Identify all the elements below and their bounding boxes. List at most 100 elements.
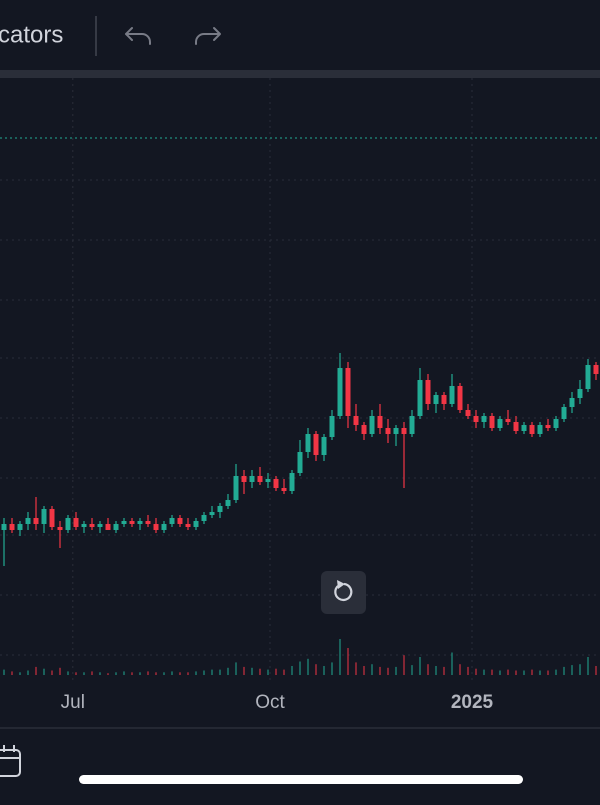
candle-body xyxy=(129,521,135,524)
calendar-button[interactable] xyxy=(0,745,21,777)
candle-body xyxy=(265,479,271,482)
volume-bar xyxy=(355,662,357,675)
candle-body xyxy=(121,521,127,524)
candle-body xyxy=(153,524,159,530)
candle-body xyxy=(97,524,103,527)
candle-body xyxy=(529,425,535,434)
candle-body xyxy=(313,434,319,455)
volume-bar xyxy=(483,669,485,675)
undo-button[interactable] xyxy=(125,27,151,45)
candle-body xyxy=(433,395,439,404)
x-tick-label: Jul xyxy=(61,692,85,713)
candle-body xyxy=(353,416,359,425)
top-bar xyxy=(0,0,600,70)
volume-bar xyxy=(35,666,37,675)
candle-body xyxy=(1,524,7,530)
candle-body xyxy=(545,425,551,428)
candle-body xyxy=(513,422,519,431)
home-indicator xyxy=(79,775,523,784)
candle-body xyxy=(73,518,79,527)
candle-body xyxy=(249,476,255,482)
volume-bar xyxy=(387,667,389,675)
volume-bar xyxy=(227,667,229,675)
volume-bar xyxy=(379,666,381,675)
candle-body xyxy=(233,476,239,500)
candle-body xyxy=(593,365,599,374)
grid xyxy=(0,78,600,680)
candles xyxy=(1,353,599,566)
candle-body xyxy=(41,509,47,524)
candle-body xyxy=(489,416,495,428)
volume-bar xyxy=(411,665,413,675)
candle-body xyxy=(441,395,447,404)
volume-bar xyxy=(147,671,149,675)
candle-body xyxy=(417,380,423,416)
volume-bar xyxy=(27,670,29,675)
volume-bar xyxy=(251,667,253,675)
volume-bar xyxy=(115,672,117,675)
redo-button[interactable] xyxy=(195,27,221,45)
candle-body xyxy=(33,518,39,524)
candle-body xyxy=(377,416,383,428)
candle-body xyxy=(361,425,367,434)
volume-bar xyxy=(587,657,589,675)
volume-bar xyxy=(371,664,373,675)
candle-body xyxy=(257,476,263,482)
x-tick-label: Oct xyxy=(255,692,285,713)
candle-body xyxy=(457,386,463,410)
volume xyxy=(3,639,597,675)
candle-body xyxy=(273,479,279,488)
volume-bar xyxy=(579,664,581,675)
volume-bar xyxy=(595,666,597,675)
candle-body xyxy=(401,428,407,434)
candle-body xyxy=(305,434,311,452)
volume-bar xyxy=(363,666,365,675)
candle-body xyxy=(57,527,63,530)
volume-bar xyxy=(243,666,245,675)
candle-body xyxy=(201,515,207,521)
volume-bar xyxy=(347,648,349,675)
volume-bar xyxy=(179,672,181,675)
volume-bar xyxy=(283,669,285,675)
candle-body xyxy=(497,419,503,428)
volume-bar xyxy=(51,670,53,675)
candle-body xyxy=(241,476,247,482)
volume-bar xyxy=(339,639,341,675)
volume-bar xyxy=(155,672,157,675)
volume-bar xyxy=(427,664,429,675)
volume-bar xyxy=(211,669,213,675)
volume-bar xyxy=(571,665,573,675)
volume-bar xyxy=(547,670,549,675)
candle-body xyxy=(9,524,15,530)
candle-body xyxy=(329,416,335,437)
candle-body xyxy=(425,380,431,404)
candle-body xyxy=(393,428,399,434)
candle-body xyxy=(449,386,455,404)
volume-bar xyxy=(267,669,269,675)
volume-bar xyxy=(419,657,421,675)
candle-body xyxy=(145,521,151,524)
volume-bar xyxy=(291,666,293,675)
volume-bar xyxy=(19,672,21,675)
volume-bar xyxy=(531,669,533,675)
candle-body xyxy=(137,521,143,524)
candle-body xyxy=(81,524,87,527)
volume-bar xyxy=(475,668,477,675)
candle-body xyxy=(521,425,527,431)
candle-body xyxy=(345,368,351,416)
candle-body xyxy=(177,518,183,524)
candle-body xyxy=(161,524,167,530)
candle-body xyxy=(369,416,375,434)
volume-bar xyxy=(491,669,493,675)
volume-bar xyxy=(507,669,509,675)
volume-bar xyxy=(435,666,437,675)
volume-bar xyxy=(219,669,221,675)
volume-bar xyxy=(395,666,397,675)
indicators-button[interactable]: cators xyxy=(0,21,63,48)
volume-bar xyxy=(331,662,333,675)
candle-body xyxy=(289,473,295,491)
candle-body xyxy=(209,512,215,515)
volume-bar xyxy=(75,672,77,675)
reset-button[interactable] xyxy=(321,571,366,614)
